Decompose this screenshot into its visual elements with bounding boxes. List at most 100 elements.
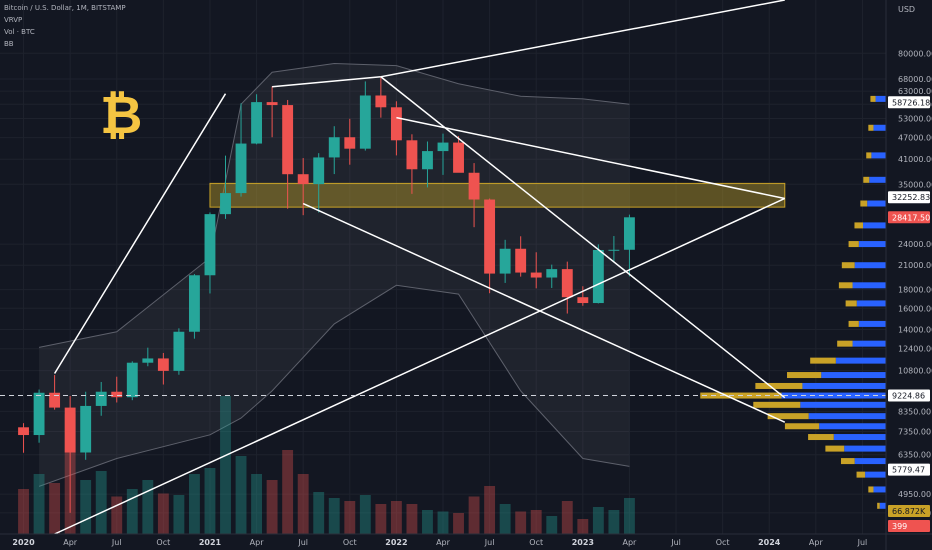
volume-bar: [515, 511, 527, 534]
volume-bar: [80, 480, 92, 534]
x-tick-label: Oct: [156, 538, 170, 547]
volume-bar: [453, 513, 464, 534]
trendline: [272, 75, 381, 88]
volume-profile-bar-up: [800, 401, 886, 408]
x-tick-label: Jul: [857, 538, 868, 547]
volume-profile-bar-up: [863, 222, 886, 229]
y-axis[interactable]: USD80000.0068000.0063000.0058000.0053000…: [898, 5, 932, 518]
price-tag-bg: [888, 505, 930, 517]
candle-body: [437, 142, 449, 152]
y-tick-label: 12400.00: [898, 345, 932, 354]
candle-body: [592, 249, 604, 304]
x-tick-label: Apr: [623, 538, 638, 547]
indicator-volume[interactable]: Vol · BTC: [4, 28, 35, 36]
volume-profile-bar-down: [854, 222, 864, 229]
price-tag-bg: [888, 520, 930, 532]
x-tick-label: Apr: [250, 538, 265, 547]
x-tick-label: Apr: [63, 538, 78, 547]
volume-profile-bar-up: [858, 320, 886, 327]
indicator-vrvp[interactable]: VRVP: [4, 16, 23, 24]
resistance-zone: [209, 182, 786, 208]
volume-profile-bar-down: [841, 262, 855, 269]
y-tick-label: 7350.00: [898, 428, 931, 437]
volume-profile-bar-down: [838, 282, 853, 289]
volume-profile-bar-down: [866, 152, 872, 159]
candle-body: [297, 174, 309, 185]
candle-body: [390, 107, 402, 141]
x-tick-label: 2021: [199, 538, 222, 547]
volume-profile-bar-up: [819, 423, 886, 430]
volume-bar: [18, 489, 29, 534]
volume-profile-bar-up: [867, 200, 886, 207]
candle-body: [142, 358, 154, 363]
volume-bar: [313, 492, 325, 534]
candle-body: [173, 331, 185, 371]
price-tag-text: 66.872K: [892, 507, 926, 516]
x-tick-label: 2023: [572, 538, 594, 547]
volume-bar: [390, 501, 402, 534]
candle-body: [313, 157, 325, 185]
candle-body: [499, 248, 511, 274]
volume-profile-bar-up: [871, 152, 886, 159]
volume-profile-bar-up: [856, 300, 886, 307]
candle-body: [95, 391, 107, 406]
candle-body: [64, 407, 76, 453]
volume-profile-bar-up: [873, 124, 886, 131]
volume-profile-bar-up: [854, 262, 886, 269]
volume-bar: [328, 498, 340, 534]
candle-body: [126, 362, 138, 398]
zone-rect: [209, 182, 786, 208]
volume-bar: [142, 480, 154, 534]
y-tick-label: 41000.00: [898, 155, 932, 164]
y-tick-label: 68000.00: [898, 75, 932, 84]
volume-profile-bar-down: [755, 382, 803, 389]
trendlines[interactable]: [53, 0, 786, 535]
candle-body: [33, 392, 45, 436]
volume-profile-bar-down: [877, 502, 880, 509]
x-tick-label: Apr: [436, 538, 451, 547]
price-tag-text: 399: [892, 522, 907, 531]
volume-bar: [546, 516, 558, 534]
indicator-bb[interactable]: BB: [4, 40, 14, 48]
x-tick-label: Jul: [670, 538, 681, 547]
y-tick-label: 53000.00: [898, 115, 932, 124]
volume-profile-bar-up: [781, 392, 886, 399]
volume-bar: [157, 493, 169, 534]
candle-body: [328, 137, 340, 158]
candle-body: [515, 248, 527, 273]
candle-body: [577, 297, 589, 304]
bollinger-lower: [38, 284, 630, 487]
volume-bar: [344, 501, 356, 534]
x-axis[interactable]: 2020 Apr Jul Oct 2021 Apr Jul Oct 2022 Apr Jul Oct 2…: [12, 538, 867, 547]
volume-bar: [468, 496, 480, 534]
volume-bar: [251, 474, 263, 534]
chart-title: Bitcoin / U.S. Dollar, 1M, BITSTAMP: [4, 4, 126, 12]
x-tick-label: Jul: [111, 538, 122, 547]
candle-body: [18, 427, 29, 436]
y-tick-label: 63000.00: [898, 87, 932, 96]
volume-bar: [561, 501, 573, 534]
candle-body: [530, 272, 542, 278]
candle-body: [282, 105, 294, 175]
trendline: [380, 0, 785, 78]
candle-body: [608, 249, 620, 251]
volume-profile-bar-up: [852, 340, 886, 347]
volume-profile-bar-down: [753, 401, 801, 408]
volume-bars: [18, 396, 635, 534]
candle-body: [546, 269, 558, 278]
candle-body: [561, 269, 573, 298]
price-tag-bg: [888, 191, 930, 204]
x-tick-label: Oct: [343, 538, 357, 547]
volume-bar: [95, 471, 107, 534]
x-tick-label: Apr: [809, 538, 824, 547]
candle-body: [266, 102, 278, 106]
volume-profile-bar-up: [865, 471, 886, 478]
candle-body: [422, 151, 433, 170]
y-tick-label: 47000.00: [898, 134, 932, 143]
y-axis-panel: [886, 0, 932, 550]
volume-profile-bar-up: [833, 434, 886, 441]
volume-profile-bar-up: [808, 413, 886, 420]
candle-body: [344, 137, 356, 149]
